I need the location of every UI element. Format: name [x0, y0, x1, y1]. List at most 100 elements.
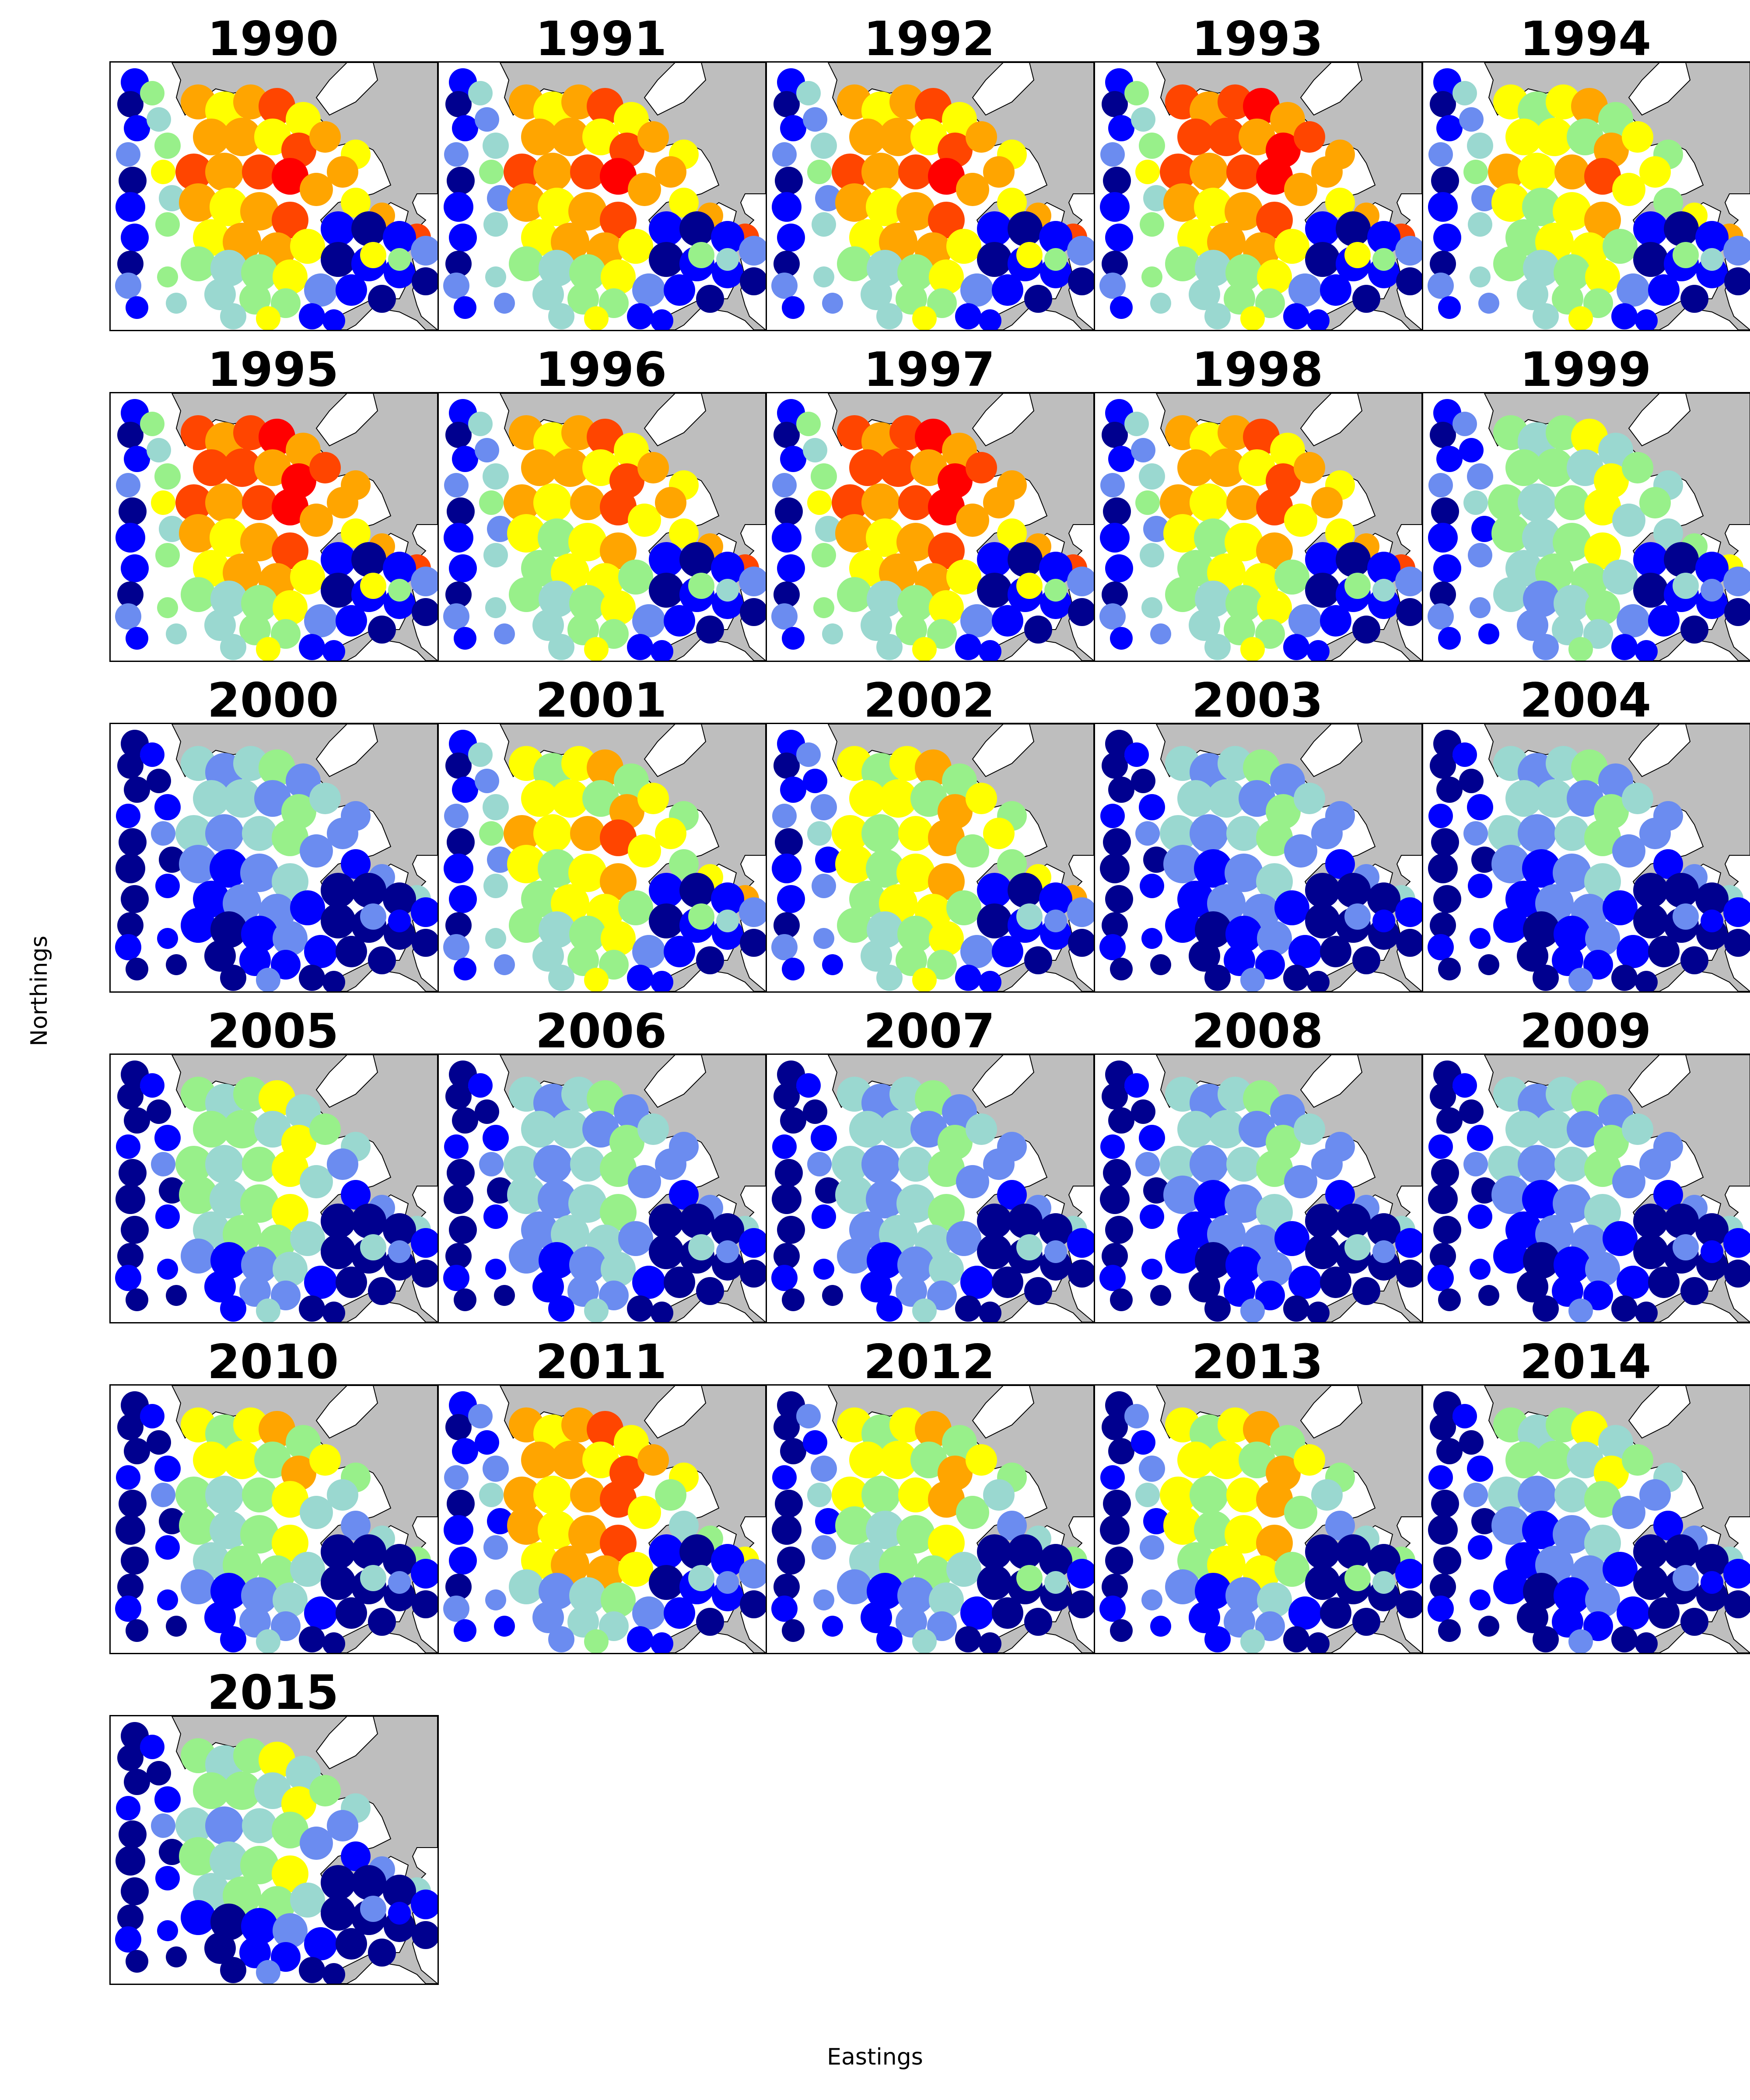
data-cell-central-north — [504, 1477, 540, 1513]
map-svg — [115, 1055, 438, 1322]
data-cell-south-east — [979, 309, 1001, 330]
data-cell-south-east — [627, 1295, 653, 1322]
data-cell-central — [866, 1511, 904, 1549]
data-cell-south-east — [1695, 221, 1729, 254]
data-cell-south-west — [1255, 288, 1285, 318]
data-cell-central-north — [533, 153, 572, 191]
data-cell-north-cluster — [1622, 783, 1653, 814]
data-cell-north-cluster — [254, 780, 291, 817]
data-cell-south-west — [599, 619, 629, 649]
data-cell-south-west — [532, 940, 564, 972]
data-cell-west-outer — [454, 958, 476, 980]
data-cell-south-east — [627, 634, 653, 660]
data-cell-north-cluster — [966, 783, 997, 814]
data-cell-south-west — [584, 968, 609, 991]
data-cell-south-west — [1195, 581, 1232, 617]
data-cell-east-north — [327, 487, 358, 518]
map-panel — [1422, 392, 1750, 662]
data-cell-north-cluster — [1505, 1111, 1542, 1148]
data-cell-west-outer — [1102, 91, 1128, 117]
data-cell-south-west — [599, 1611, 629, 1641]
data-cell-west-outer — [1431, 167, 1459, 195]
data-cell-south-west — [896, 614, 927, 645]
data-cell-central-north — [600, 819, 637, 856]
data-cell-south-west — [584, 306, 609, 330]
data-cell-south-west — [567, 1275, 599, 1307]
data-cell-west-outer — [452, 446, 478, 472]
data-cell-west-inner — [157, 266, 178, 287]
data-cell-south-west — [1533, 1295, 1559, 1322]
map-panel — [766, 1054, 1095, 1323]
data-cell-central-north — [205, 483, 244, 522]
data-cell-west-inner — [1452, 1073, 1477, 1098]
data-cell-central — [1177, 219, 1214, 256]
estuary — [315, 1716, 378, 1770]
data-cell-south-west — [1585, 1582, 1620, 1617]
data-cell-west-outer — [121, 1216, 149, 1244]
data-cell-east-blob — [1016, 242, 1043, 268]
data-cell-central — [568, 523, 607, 561]
data-cell-central — [210, 188, 248, 226]
data-cell-south-east — [351, 211, 386, 246]
data-cell-north-cluster — [1239, 1442, 1275, 1478]
data-cell-central — [928, 202, 965, 238]
data-cell-west-outer — [1428, 934, 1454, 960]
data-cell-west-outer — [454, 627, 476, 650]
map-panel — [109, 1384, 439, 1654]
data-cell-west-inner — [475, 1099, 499, 1124]
data-cell-central — [600, 532, 637, 569]
data-cell-west-inner — [154, 794, 181, 820]
data-cell-south-west — [1554, 1246, 1590, 1283]
data-cell-central — [1256, 1525, 1293, 1561]
data-cell-south-east — [1307, 1632, 1330, 1653]
data-cell-south-east — [992, 936, 1023, 967]
data-cell-central — [290, 560, 325, 595]
data-cell-central-north — [1160, 484, 1197, 521]
data-cell-south-east — [711, 882, 744, 916]
data-cell-east-north — [1311, 156, 1343, 188]
data-cell-west-outer — [780, 1438, 806, 1464]
data-cell-west-outer — [777, 224, 805, 252]
data-cell-south-east — [1283, 1295, 1309, 1322]
data-cell-central — [866, 849, 904, 888]
data-cell-east-north — [1311, 1148, 1343, 1180]
data-cell-central — [179, 1837, 217, 1876]
data-cell-south-west — [1255, 1611, 1285, 1641]
map-panel — [1422, 1384, 1750, 1654]
data-cell-south-west — [1533, 965, 1559, 991]
data-cell-west-outer — [1430, 912, 1456, 938]
data-cell-central-north — [956, 1165, 989, 1198]
data-cell-south-east — [321, 903, 356, 938]
map-svg — [115, 1386, 438, 1653]
data-cell-south-east — [1680, 1608, 1708, 1636]
data-cell-south-east — [321, 211, 356, 246]
data-cell-west-outer — [1438, 1288, 1461, 1311]
map-svg — [443, 1386, 766, 1653]
data-cell-north-cluster — [1270, 433, 1305, 468]
data-cell-south-west — [1583, 619, 1613, 649]
data-cell-south-west — [1493, 908, 1528, 943]
data-cell-west-outer — [777, 554, 805, 582]
data-cell-south-west — [927, 1281, 957, 1310]
data-cell-south-east — [1723, 567, 1750, 596]
data-cell-north-cluster — [910, 1442, 947, 1478]
data-cell-west-inner — [1452, 1404, 1477, 1428]
estuary — [972, 393, 1035, 447]
data-cell-north-cluster — [1177, 1111, 1214, 1148]
data-cell-south-west — [1204, 1626, 1231, 1652]
data-cell-west-outer — [443, 1265, 469, 1291]
data-cell-west-inner — [157, 928, 178, 949]
data-cell-central — [1194, 1180, 1232, 1218]
data-cell-south-west — [861, 940, 892, 972]
data-cell-south-west — [1585, 590, 1620, 625]
data-cell-central-north — [242, 816, 277, 851]
data-cell-south-west — [241, 254, 278, 291]
data-cell-west-outer — [1428, 854, 1458, 883]
data-cell-south-east — [1008, 211, 1043, 246]
data-cell-south-east — [1395, 1559, 1422, 1589]
data-cell-south-east — [1395, 1228, 1422, 1258]
data-cell-north-cluster — [521, 449, 558, 486]
panel-title: 2007 — [863, 1004, 995, 1059]
data-cell-central-north — [956, 834, 989, 868]
data-cell-south-west — [601, 921, 636, 956]
